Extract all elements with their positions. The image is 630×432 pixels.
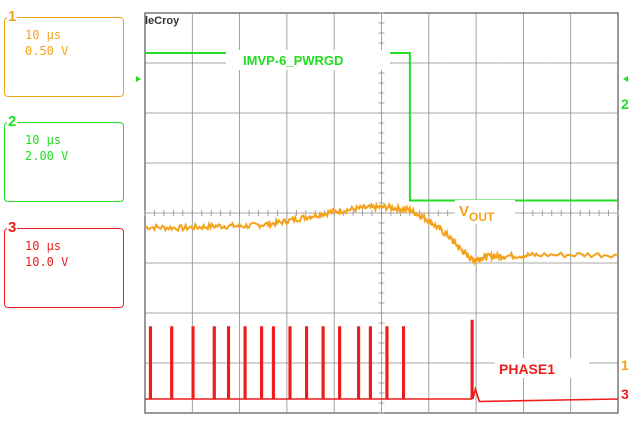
brand-label: leCroy xyxy=(145,15,180,27)
ch2-trace-marker: 2 xyxy=(621,96,629,112)
channel-1-scale: 0.50 V xyxy=(25,44,69,58)
vout-label-bg xyxy=(455,200,515,224)
channel-2-scale: 2.00 V xyxy=(25,149,69,163)
channel-2-timebase: 10 μs xyxy=(25,133,62,147)
channel-3-box[interactable]: 3 10 μs 10.0 V xyxy=(4,220,124,308)
channel-3-timebase: 10 μs xyxy=(25,239,62,253)
svg-text:VOUT: VOUT xyxy=(459,203,495,224)
channel-3-number: 3 xyxy=(7,219,18,236)
trigger-level-marker xyxy=(623,76,628,82)
channel-3-scale: 10.0 V xyxy=(25,255,69,269)
ch2-offset-marker xyxy=(136,76,141,82)
vout-trace xyxy=(144,200,619,267)
vout-annotation: VOUT xyxy=(455,200,515,224)
phase-annotation: PHASE1 xyxy=(495,358,589,378)
grid xyxy=(144,12,619,414)
phase-label: PHASE1 xyxy=(499,361,555,377)
pwrgd-label-bg xyxy=(226,50,390,70)
vout-label-main: V xyxy=(459,203,469,220)
pwrgd-annotation: IMVP-6_PWRGD xyxy=(226,50,390,70)
pwrgd-label: IMVP-6_PWRGD xyxy=(243,53,343,68)
channel-1-timebase: 10 μs xyxy=(25,28,62,42)
channel-1-box[interactable]: 1 10 μs 0.50 V xyxy=(4,9,124,97)
phase-label-bg xyxy=(495,358,589,378)
channel-1-number: 1 xyxy=(7,8,18,25)
ch3-trace-marker: 3 xyxy=(621,386,629,402)
channel-2-box[interactable]: 2 10 μs 2.00 V xyxy=(4,114,124,202)
vout-label-sub: OUT xyxy=(469,210,495,224)
channel-2-number: 2 xyxy=(7,113,18,130)
phase1-trace xyxy=(145,319,619,403)
ch1-trace-marker: 1 xyxy=(621,357,629,373)
